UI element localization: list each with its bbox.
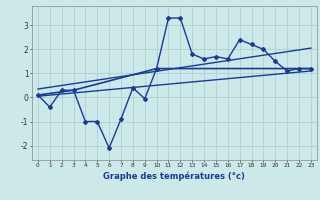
X-axis label: Graphe des températures (°c): Graphe des températures (°c)	[103, 171, 245, 181]
